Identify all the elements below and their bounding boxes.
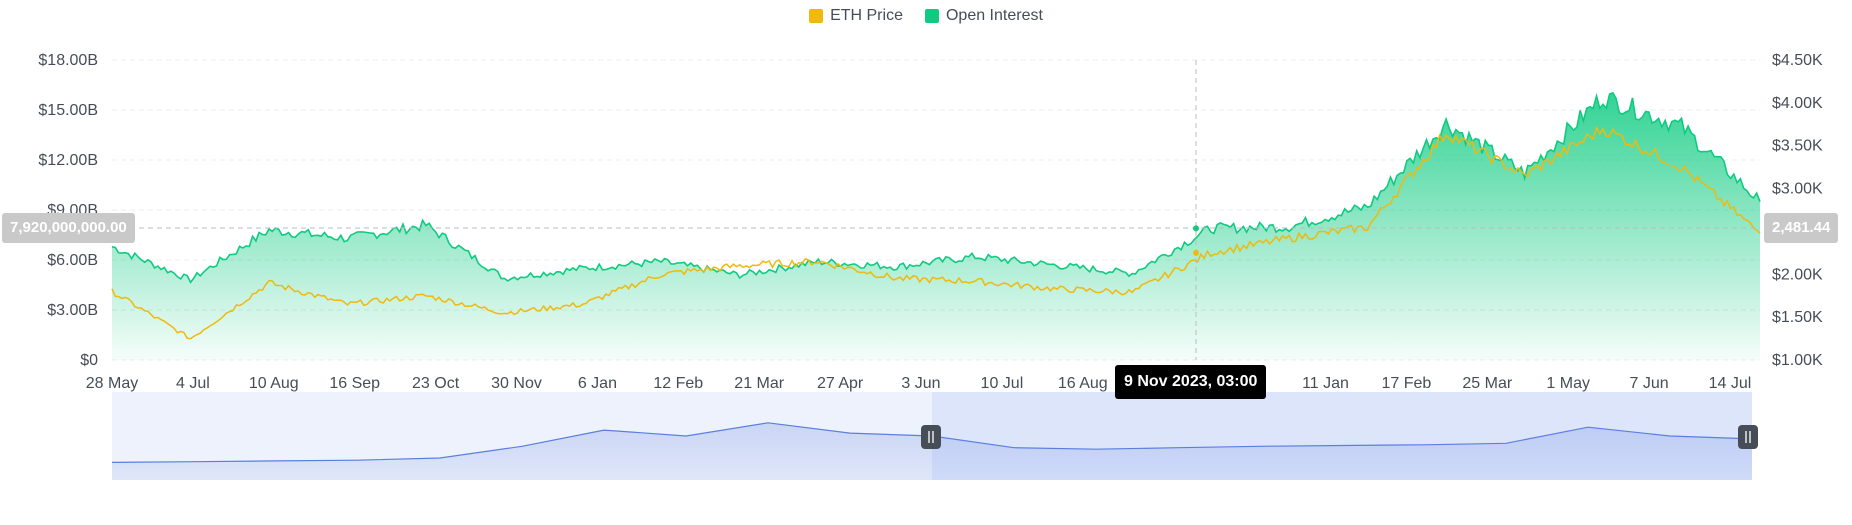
x-tick-label: 4 Jul bbox=[176, 375, 210, 392]
x-tick-label: 30 Nov bbox=[491, 375, 542, 392]
right-tick-label: $4.50K bbox=[1772, 52, 1823, 69]
crosshair-left-value: 7,920,000,000.00 bbox=[2, 213, 135, 243]
navigator-area bbox=[112, 422, 1752, 480]
navigator-handle-right-body bbox=[1738, 425, 1758, 449]
legend-swatch-eth bbox=[809, 9, 824, 23]
right-tick-label: $2.00K bbox=[1772, 266, 1823, 283]
left-y-axis: $0$3.00B$6.00B$9.00B$12.00B$15.00B$18.00… bbox=[38, 52, 98, 369]
x-tick-label: 16 Sep bbox=[329, 375, 380, 392]
x-tick-label: 14 Jul bbox=[1709, 375, 1752, 392]
x-tick-label: 10 Aug bbox=[249, 375, 299, 392]
crosshair-eth-point bbox=[1193, 249, 1199, 256]
x-tick-label: 7 Jun bbox=[1630, 375, 1669, 392]
right-tick-label: $3.50K bbox=[1772, 138, 1823, 155]
right-tick-label: $3.00K bbox=[1772, 181, 1823, 198]
x-tick-label: 17 Feb bbox=[1381, 375, 1431, 392]
crosshair-date-label: 9 Nov 2023, 03:00 bbox=[1115, 365, 1267, 399]
left-tick-label: $0 bbox=[80, 352, 98, 369]
range-navigator bbox=[111, 392, 1758, 480]
left-tick-label: $15.00B bbox=[38, 102, 98, 119]
legend-label-eth: ETH Price bbox=[830, 7, 903, 24]
x-tick-label: 23 Oct bbox=[412, 375, 460, 392]
right-tick-label: $1.00K bbox=[1772, 352, 1823, 369]
x-axis: 28 May 4 Jul 10 Aug 16 Sep 23 Oct 30 Nov 6 Jan… bbox=[86, 375, 1752, 392]
crosshair-right-value: 2,481.44 bbox=[1764, 213, 1839, 243]
x-tick-label: 25 Mar bbox=[1462, 375, 1512, 392]
open-interest-series bbox=[111, 91, 1761, 361]
x-tick-label: 1 May bbox=[1546, 375, 1590, 392]
x-tick-label: 11 Jan bbox=[1302, 375, 1349, 392]
eth-price-line bbox=[111, 125, 1761, 340]
navigator-handle-left-body bbox=[921, 425, 941, 449]
x-tick-label: 3 Jun bbox=[901, 375, 940, 392]
eth-price-series bbox=[111, 125, 1761, 340]
right-tick-label: $4.00K bbox=[1772, 95, 1823, 112]
right-tick-label: $1.50K bbox=[1772, 309, 1823, 326]
legend-label-oi: Open Interest bbox=[945, 7, 1043, 24]
x-tick-label: 12 Feb bbox=[653, 375, 703, 392]
left-tick-label: $3.00B bbox=[47, 302, 98, 319]
left-tick-label: $6.00B bbox=[47, 252, 98, 269]
legend-item-open-interest[interactable]: Open Interest bbox=[924, 7, 1043, 25]
crosshair bbox=[112, 60, 1760, 360]
x-tick-label: 21 Mar bbox=[734, 375, 784, 392]
right-y-axis: $1.00K$1.50K$2.00K$2.50K$3.00K$3.50K$4.0… bbox=[1772, 52, 1823, 369]
x-tick-label: 16 Aug bbox=[1058, 375, 1108, 392]
x-tick-label: 6 Jan bbox=[578, 375, 617, 392]
x-tick-label: 28 May bbox=[86, 375, 138, 392]
navigator-handle-right[interactable] bbox=[1738, 425, 1758, 449]
open-interest-area bbox=[112, 92, 1760, 361]
legend-item-eth-price[interactable]: ETH Price bbox=[809, 7, 903, 25]
crosshair-oi-point bbox=[1193, 225, 1199, 232]
left-tick-label: $12.00B bbox=[38, 152, 98, 169]
x-tick-label: 27 Apr bbox=[817, 375, 864, 392]
open-interest-line bbox=[111, 91, 1761, 284]
left-tick-label: $18.00B bbox=[38, 52, 98, 69]
legend: ETH Price Open Interest bbox=[0, 7, 1852, 25]
x-tick-label: 10 Jul bbox=[981, 375, 1024, 392]
legend-swatch-oi bbox=[924, 9, 939, 23]
navigator-handle-left[interactable] bbox=[921, 425, 941, 449]
